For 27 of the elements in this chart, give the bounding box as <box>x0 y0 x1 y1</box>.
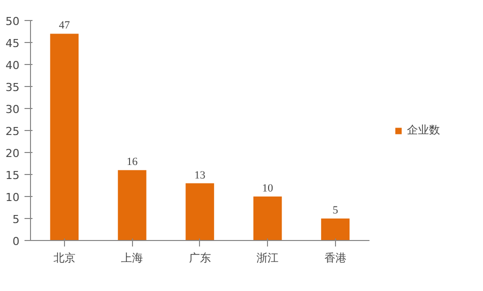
data-label: 16 <box>126 156 138 168</box>
bar <box>253 196 282 240</box>
data-label: 10 <box>262 182 274 194</box>
x-tick-label: 浙江 <box>256 252 279 264</box>
y-tick-label: 15 <box>6 169 20 182</box>
bar <box>50 34 79 240</box>
bar <box>321 218 350 240</box>
y-tick-label: 35 <box>6 81 20 94</box>
y-tick-label: 30 <box>6 103 20 116</box>
bar <box>186 183 214 240</box>
y-tick-label: 25 <box>6 125 20 138</box>
data-label: 47 <box>58 20 70 32</box>
bar <box>118 170 146 240</box>
y-tick-label: 50 <box>6 15 20 28</box>
y-tick-label: 20 <box>6 147 20 160</box>
y-tick-label: 0 <box>12 235 20 248</box>
x-tick-label: 广东 <box>188 252 211 264</box>
y-tick-label: 40 <box>6 59 20 72</box>
x-tick-label: 上海 <box>121 252 144 264</box>
legend-label: 企业数 <box>407 122 440 138</box>
data-label: 13 <box>194 169 206 182</box>
x-tick-label: 北京 <box>53 252 76 264</box>
data-label: 5 <box>332 204 339 216</box>
x-tick-label: 香港 <box>324 252 346 264</box>
y-tick-label: 5 <box>12 213 20 226</box>
y-tick-label: 45 <box>6 37 20 50</box>
y-tick-label: 10 <box>6 191 20 204</box>
